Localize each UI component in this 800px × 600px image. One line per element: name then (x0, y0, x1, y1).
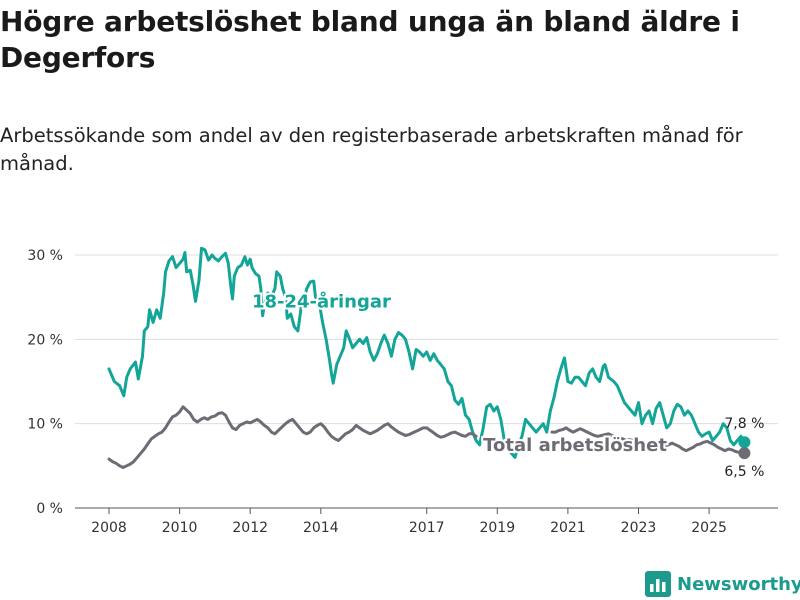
x-tick-label: 2023 (621, 520, 657, 536)
y-tick-label: 30 % (27, 248, 63, 264)
chart-title: Högre arbetslöshet bland unga än bland ä… (0, 5, 740, 74)
series-line (107, 246, 746, 459)
y-tick-label: 10 % (27, 417, 63, 433)
end-point-youth (738, 436, 751, 449)
gridlines: 0 % 10 % 20 % 30 % (27, 248, 778, 517)
x-tick-label: 2025 (691, 520, 727, 536)
series-lines (107, 246, 746, 469)
y-tick-label: 0 % (36, 501, 63, 517)
x-tick-label: 2014 (303, 520, 339, 536)
x-tick-label: 2010 (162, 520, 198, 536)
series-annotation: Total arbetslöshet (483, 435, 667, 456)
x-tick-label: 2012 (232, 520, 268, 536)
x-axis: 2008 2010 2012 2014 2017 2019 2021 2023 2025 (75, 507, 778, 536)
series-annotation: 18-24-åringar (252, 290, 391, 312)
end-label-youth: 7,8 % (724, 416, 764, 432)
series-line (550, 426, 746, 455)
x-tick-label: 2019 (479, 520, 515, 536)
labels: 7,8 % 6,5 % 18-24-åringar Total arbetslöshe… (250, 288, 764, 480)
x-tick-label: 2017 (409, 520, 445, 536)
x-tick-label: 2021 (550, 520, 586, 536)
end-label-total: 6,5 % (724, 464, 764, 480)
newsworthy-logo-icon (645, 571, 671, 597)
y-tick-label: 20 % (27, 332, 63, 348)
end-point-total (738, 447, 751, 460)
series-line (107, 405, 478, 469)
x-tick-label: 2008 (91, 520, 127, 536)
chart-subtitle: Arbetssökande som andel av den registerb… (0, 124, 743, 175)
brand-logo[interactable]: Newsworthy (645, 570, 800, 598)
brand-name: Newsworthy (677, 573, 800, 595)
